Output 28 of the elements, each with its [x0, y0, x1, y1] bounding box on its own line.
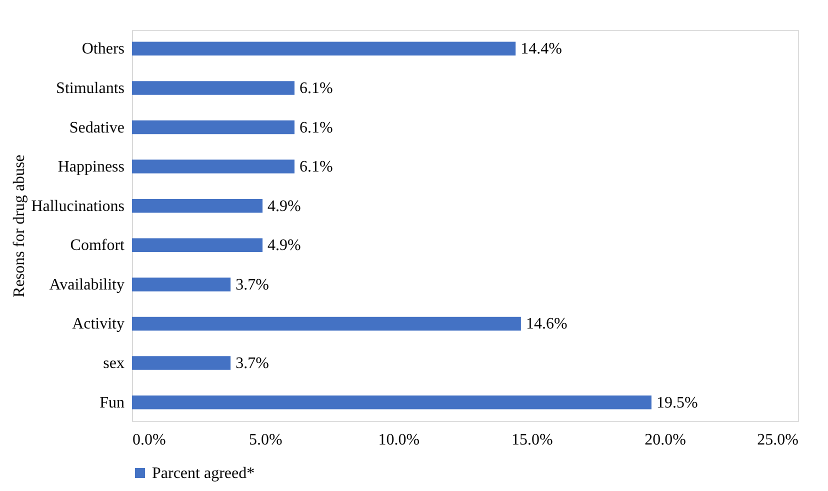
data-label: 4.9%	[268, 198, 301, 215]
y-tick-label: Others	[82, 40, 124, 58]
x-tick-label: 15.0%	[511, 432, 553, 448]
legend-label: Parcent agreed*	[152, 465, 255, 482]
y-tick-label: Availability	[49, 276, 124, 294]
data-label: 14.6%	[526, 316, 568, 333]
y-tick-label: Comfort	[70, 237, 126, 254]
data-label: 6.1%	[300, 80, 333, 97]
x-tick-label: 20.0%	[644, 432, 686, 448]
y-tick-label: Hallucinations	[31, 198, 124, 215]
y-tick-label: sex	[103, 355, 124, 372]
data-label: 19.5%	[656, 394, 698, 412]
data-label: 3.7%	[236, 276, 269, 294]
y-tick-label: Sedative	[69, 119, 124, 136]
x-tick-label: 0.0%	[132, 432, 166, 448]
data-label: 6.1%	[300, 158, 333, 176]
data-label: 6.1%	[300, 119, 333, 136]
x-tick-label: 10.0%	[378, 432, 420, 448]
y-tick-label: Stimulants	[56, 80, 124, 97]
y-tick-label: Happiness	[58, 158, 124, 176]
data-label: 3.7%	[236, 355, 269, 372]
y-axis-title: Resons for drug abuse	[11, 154, 28, 298]
data-label: 14.4%	[520, 40, 562, 58]
x-tick-label: 5.0%	[249, 432, 282, 448]
y-tick-label: Activity	[72, 316, 124, 333]
y-tick-label: Fun	[100, 394, 124, 412]
x-tick-label: 25.0%	[757, 432, 798, 448]
data-label: 4.9%	[268, 237, 301, 254]
